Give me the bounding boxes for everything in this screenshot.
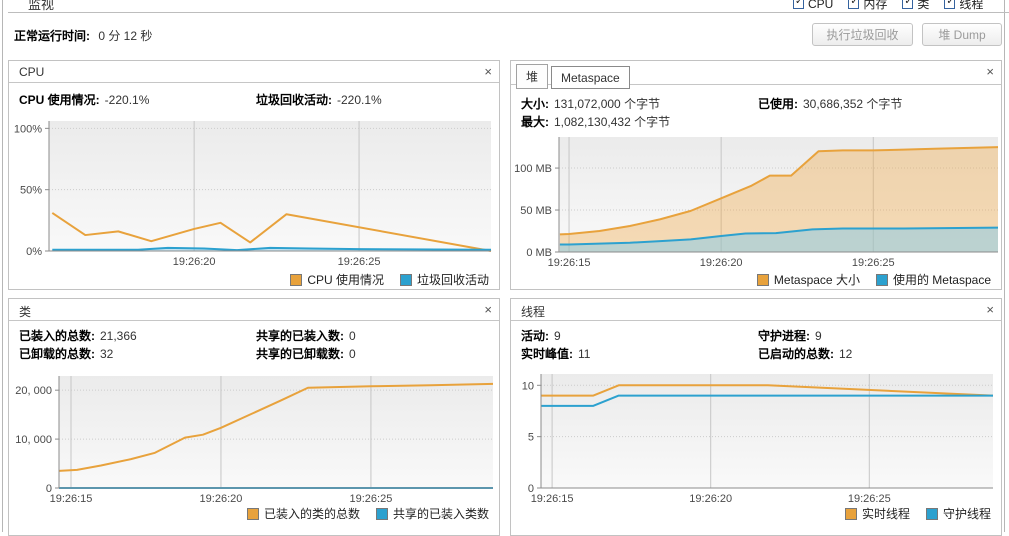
close-icon[interactable]: × bbox=[484, 302, 492, 317]
cpu-panel-title: CPU bbox=[19, 65, 45, 79]
svg-text:19:26:25: 19:26:25 bbox=[852, 257, 895, 269]
checkbox-icon: ✓ bbox=[793, 0, 804, 9]
cpu-panel-header: CPU × bbox=[9, 61, 499, 83]
classes-panel: 0 10, 000 20, 000 19:26:15 19:26:20 19:26:25 … bbox=[8, 298, 500, 536]
svg-text:5: 5 bbox=[528, 432, 534, 444]
svg-text:50%: 50% bbox=[20, 185, 42, 197]
metaspace-chart: 0 MB 50 MB 100 MB 19:26:15 19:26:20 19:26:25 bbox=[511, 61, 1001, 289]
checkbox-classes[interactable]: ✓ 类 bbox=[902, 0, 930, 11]
perform-gc-button[interactable]: 执行垃圾回收 bbox=[812, 23, 913, 46]
legend-item-cpu-usage: CPU 使用情况 bbox=[290, 271, 384, 288]
svg-text:100 MB: 100 MB bbox=[514, 163, 552, 175]
cpu-usage-swatch bbox=[290, 273, 303, 286]
metaspace-legend: Metaspace 大小 使用的 Metaspace bbox=[756, 271, 991, 288]
classes-stats: 已装入的总数: 21,366 共享的已装入数: 0 已卸载的总数: 32 共享的已卸载… bbox=[19, 329, 356, 361]
gc-activity-swatch bbox=[399, 273, 412, 286]
checkbox-icon: ✓ bbox=[902, 0, 914, 9]
svg-text:19:26:25: 19:26:25 bbox=[338, 256, 381, 268]
svg-text:0: 0 bbox=[528, 483, 534, 495]
metaspace-size-swatch bbox=[756, 273, 769, 286]
topbar-divider bbox=[8, 12, 1009, 13]
tab-heap[interactable]: 堆 bbox=[516, 64, 549, 89]
checkbox-cpu[interactable]: ✓ CPU bbox=[793, 0, 834, 11]
checkbox-threads[interactable]: ✓ 线程 bbox=[944, 0, 984, 11]
cpu-legend: CPU 使用情况 垃圾回收活动 bbox=[290, 271, 489, 288]
loaded-classes-swatch bbox=[246, 507, 259, 520]
threads-stats: 活动: 9 守护进程: 9 实时峰值: 11 已启动的总数: 12 bbox=[521, 329, 853, 361]
svg-text:19:26:20: 19:26:20 bbox=[200, 493, 243, 505]
classes-panel-title: 类 bbox=[19, 305, 32, 319]
svg-text:19:26:25: 19:26:25 bbox=[848, 493, 891, 505]
svg-text:19:26:15: 19:26:15 bbox=[531, 493, 574, 505]
uptime-label: 正常运行时间: bbox=[14, 29, 90, 43]
svg-text:19:26:20: 19:26:20 bbox=[700, 257, 743, 269]
threads-panel-title: 线程 bbox=[521, 305, 546, 319]
checkbox-icon: ✓ bbox=[848, 0, 860, 9]
left-splitter-line bbox=[2, 0, 3, 532]
daemon-threads-swatch bbox=[925, 507, 938, 520]
tab-monitor[interactable]: 监视 bbox=[28, 0, 54, 12]
svg-text:19:26:15: 19:26:15 bbox=[548, 257, 591, 269]
tab-metaspace[interactable]: Metaspace bbox=[551, 66, 630, 89]
memory-panel: 0 MB 50 MB 100 MB 19:26:15 19:26:20 19:26:25 … bbox=[510, 60, 1002, 290]
svg-text:0: 0 bbox=[46, 483, 52, 495]
threads-panel: 0 5 10 19:26:15 19:26:20 19:26:25 线程 × 活动: 9 守… bbox=[510, 298, 1002, 536]
legend-item-live-threads: 实时线程 bbox=[844, 505, 910, 522]
checkbox-icon: ✓ bbox=[944, 0, 956, 9]
right-border-line bbox=[1004, 0, 1005, 532]
threads-panel-header: 线程 × bbox=[511, 299, 1001, 321]
cpu-panel: 0% 50% 100% 19:26:20 19:26:25 CPU × CPU 使用情况… bbox=[8, 60, 500, 290]
svg-text:19:26:20: 19:26:20 bbox=[689, 493, 732, 505]
legend-item-loaded-classes: 已装入的类的总数 bbox=[246, 505, 360, 522]
memory-tabs: 堆 Metaspace bbox=[516, 63, 633, 89]
svg-text:19:26:20: 19:26:20 bbox=[173, 256, 216, 268]
close-icon[interactable]: × bbox=[484, 64, 492, 79]
classes-legend: 已装入的类的总数 共享的已装入类数 bbox=[246, 505, 489, 522]
shared-classes-swatch bbox=[375, 507, 388, 520]
svg-text:19:26:15: 19:26:15 bbox=[50, 493, 93, 505]
svg-text:19:26:25: 19:26:25 bbox=[350, 493, 393, 505]
svg-text:0 MB: 0 MB bbox=[526, 247, 552, 259]
legend-item-gc-activity: 垃圾回收活动 bbox=[399, 271, 489, 288]
legend-item-daemon-threads: 守护线程 bbox=[925, 505, 991, 522]
legend-item-metaspace-size: Metaspace 大小 bbox=[756, 271, 860, 288]
svg-text:10, 000: 10, 000 bbox=[15, 434, 52, 446]
live-threads-swatch bbox=[844, 507, 857, 520]
svg-text:20, 000: 20, 000 bbox=[15, 385, 52, 397]
cpu-stats: CPU 使用情况: -220.1% 垃圾回收活动: -220.1% bbox=[19, 93, 382, 107]
uptime: 正常运行时间: 0 分 12 秒 bbox=[14, 27, 152, 44]
legend-item-shared-classes: 共享的已装入类数 bbox=[375, 505, 489, 522]
tab-monitor-label: 监视 bbox=[28, 0, 55, 12]
heap-dump-button[interactable]: 堆 Dump bbox=[922, 23, 1002, 46]
svg-text:100%: 100% bbox=[14, 123, 42, 135]
metaspace-stats: 大小: 131,072,000 个字节 已使用: 30,686,352 个字节 最大… bbox=[521, 97, 903, 129]
close-icon[interactable]: × bbox=[986, 64, 994, 79]
svg-text:50 MB: 50 MB bbox=[520, 205, 552, 217]
svg-text:0%: 0% bbox=[26, 246, 42, 258]
legend-item-metaspace-used: 使用的 Metaspace bbox=[875, 271, 991, 288]
classes-panel-header: 类 × bbox=[9, 299, 499, 321]
threads-legend: 实时线程 守护线程 bbox=[844, 505, 991, 522]
memory-panel-header: 堆 Metaspace × bbox=[511, 61, 1001, 89]
svg-text:10: 10 bbox=[522, 380, 534, 392]
uptime-value: 0 分 12 秒 bbox=[98, 29, 153, 43]
metric-checkboxes: ✓ CPU ✓ 内存 ✓ 类 ✓ 线程 bbox=[793, 0, 983, 12]
metaspace-used-swatch bbox=[875, 273, 888, 286]
close-icon[interactable]: × bbox=[986, 302, 994, 317]
checkbox-memory[interactable]: ✓ 内存 bbox=[848, 0, 888, 11]
